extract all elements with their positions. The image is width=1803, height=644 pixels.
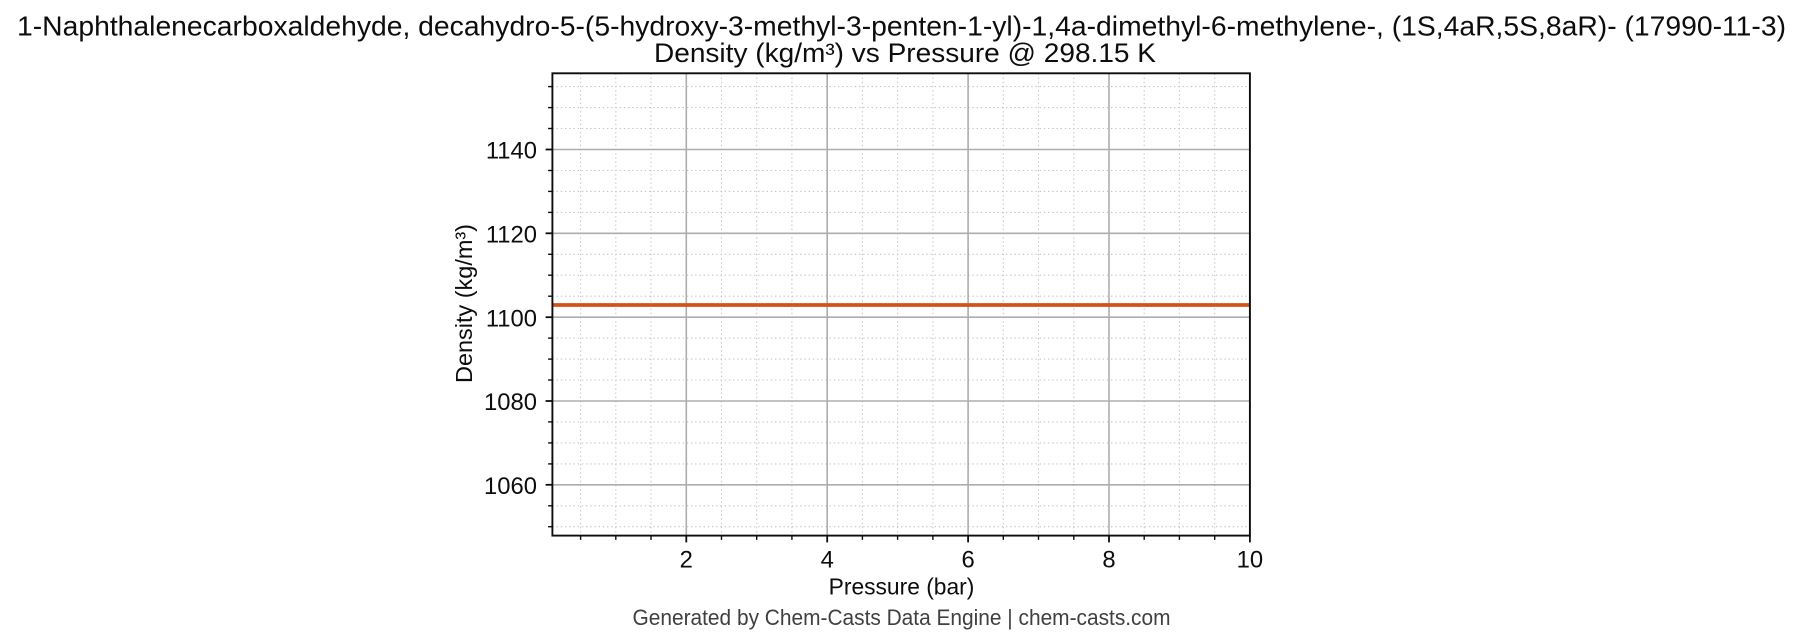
svg-text:1080: 1080 (484, 389, 537, 416)
svg-text:Pressure (bar): Pressure (bar) (829, 574, 975, 600)
svg-text:1-Naphthalenecarboxaldehyde, d: 1-Naphthalenecarboxaldehyde, decahydro-5… (17, 10, 1786, 41)
svg-text:Density (kg/m³): Density (kg/m³) (451, 224, 477, 383)
svg-text:8: 8 (1102, 546, 1115, 573)
svg-text:1140: 1140 (486, 138, 537, 165)
svg-text:Density (kg/m³) vs Pressure @: Density (kg/m³) vs Pressure @ 298.15 K (654, 38, 1156, 68)
svg-text:6: 6 (961, 546, 974, 573)
svg-text:1100: 1100 (486, 305, 537, 332)
svg-text:1060: 1060 (484, 473, 537, 500)
svg-text:4: 4 (821, 546, 834, 573)
svg-text:Generated by Chem-Casts Data E: Generated by Chem-Casts Data Engine | ch… (633, 605, 1171, 630)
svg-text:10: 10 (1237, 546, 1263, 573)
svg-text:2: 2 (680, 546, 693, 573)
svg-text:1120: 1120 (486, 222, 537, 249)
